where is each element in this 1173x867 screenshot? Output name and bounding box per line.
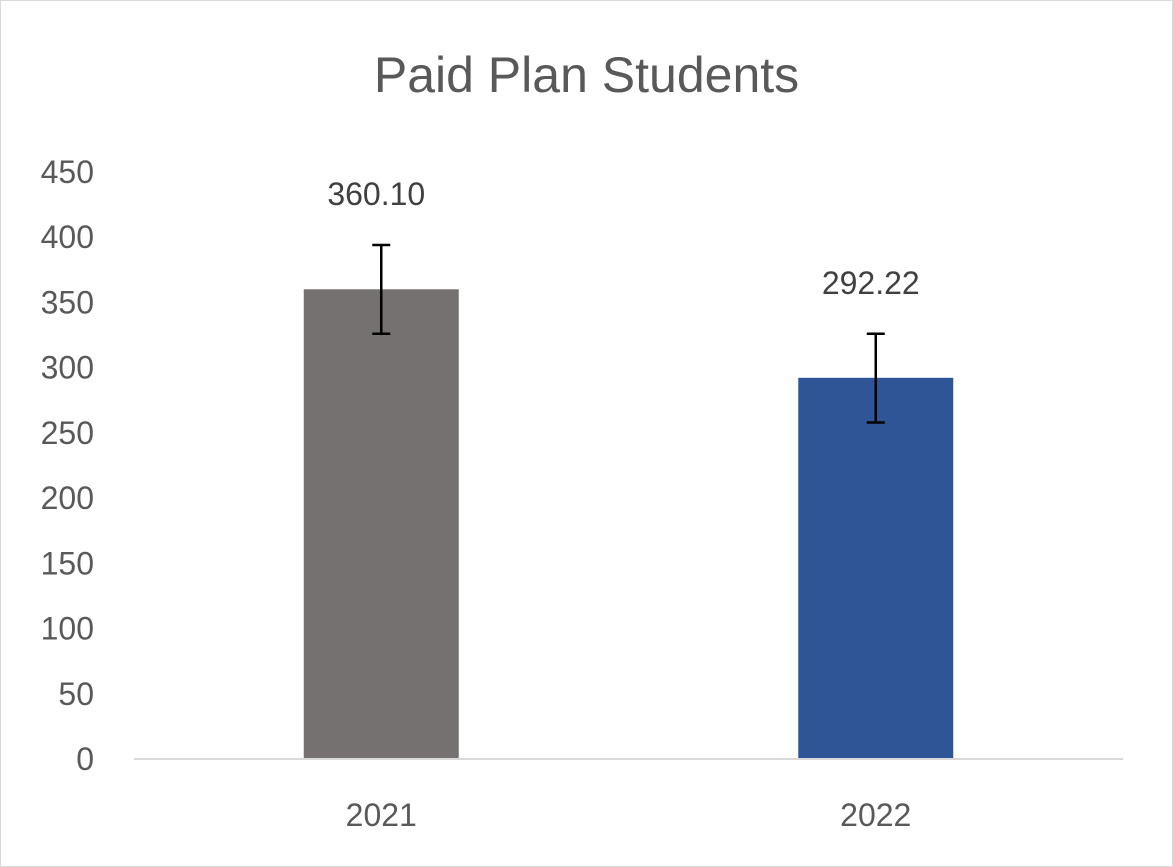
y-tick-label: 100 (41, 611, 94, 647)
y-tick-label: 250 (41, 415, 94, 451)
bar-2021 (303, 289, 459, 759)
y-tick-label: 400 (41, 219, 94, 255)
data-label-2021: 360.10 (327, 176, 425, 212)
data-label-2022: 292.22 (822, 265, 920, 301)
y-tick-label: 350 (41, 284, 94, 320)
x-tick-label-2022: 2022 (840, 797, 911, 833)
y-tick-label: 200 (41, 480, 94, 516)
x-tick-label-2021: 2021 (346, 797, 417, 833)
y-tick-label: 150 (41, 545, 94, 581)
bar-2022 (798, 377, 954, 759)
chart-title: Paid Plan Students (373, 47, 800, 103)
y-tick-label: 50 (58, 676, 94, 712)
y-tick-label: 450 (41, 154, 94, 190)
y-tick-label: 300 (41, 350, 94, 386)
y-tick-label: 0 (76, 741, 94, 777)
